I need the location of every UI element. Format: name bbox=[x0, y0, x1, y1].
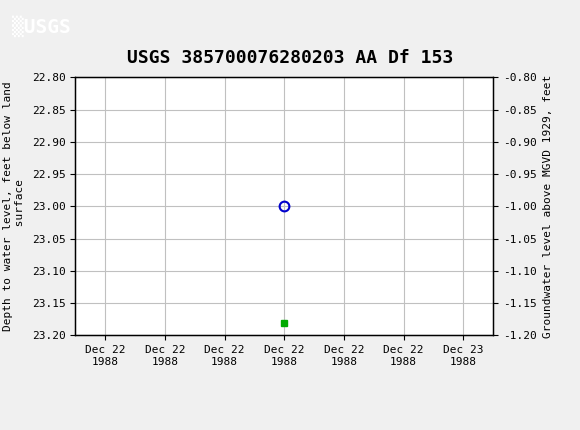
Y-axis label: Depth to water level, feet below land
 surface: Depth to water level, feet below land su… bbox=[3, 82, 25, 331]
Text: USGS 385700076280203 AA Df 153: USGS 385700076280203 AA Df 153 bbox=[127, 49, 453, 67]
Y-axis label: Groundwater level above MGVD 1929, feet: Groundwater level above MGVD 1929, feet bbox=[543, 75, 553, 338]
Text: ▒USGS: ▒USGS bbox=[12, 15, 70, 37]
